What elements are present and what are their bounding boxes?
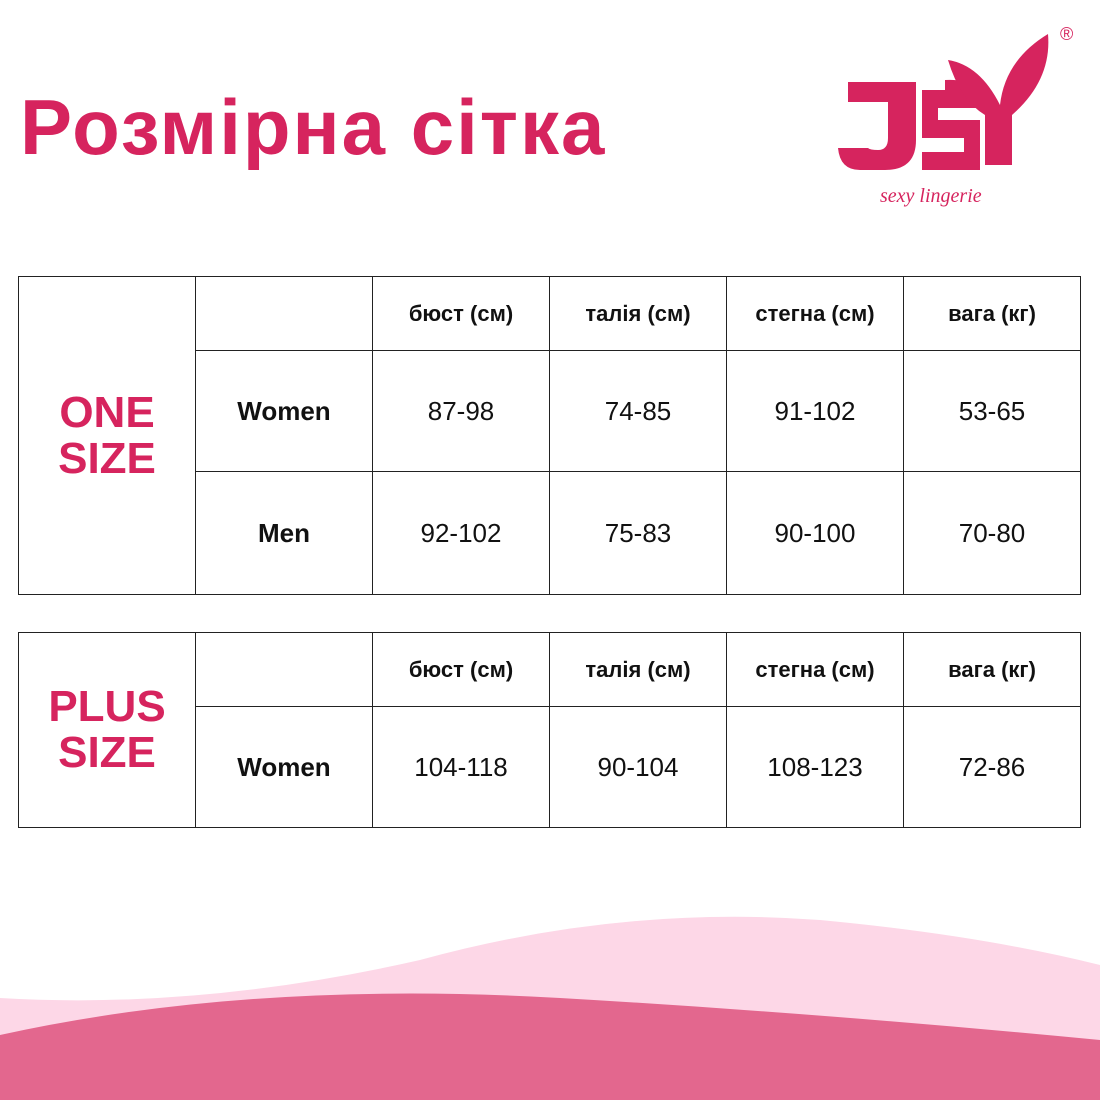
plus-size-table: PLUS SIZE бюст (см) талія (см) стегна (см… (18, 632, 1081, 828)
cell: 87-98 (372, 350, 550, 472)
jsy-logo: ® sexy lingerie (838, 24, 1073, 207)
column-header: вага (кг) (903, 276, 1081, 351)
cell: 72-86 (903, 706, 1081, 828)
column-header: вага (кг) (903, 632, 1081, 707)
cell: 92-102 (372, 471, 550, 595)
svg-text:sexy lingerie: sexy lingerie (880, 185, 982, 207)
page-title: Розмірна сітка (20, 83, 607, 171)
row-label: Men (195, 471, 373, 595)
cell: 104-118 (372, 706, 550, 828)
column-header: бюст (см) (372, 276, 550, 351)
cell: 53-65 (903, 350, 1081, 472)
cell: 108-123 (726, 706, 904, 828)
column-header: стегна (см) (726, 632, 904, 707)
row-label: Women (195, 706, 373, 828)
cell: 75-83 (549, 471, 727, 595)
empty-header-cell (195, 276, 373, 351)
svg-text:®: ® (1060, 24, 1073, 44)
decorative-wave (0, 916, 1100, 1100)
cell: 74-85 (549, 350, 727, 472)
column-header: талія (см) (549, 632, 727, 707)
empty-header-cell (195, 632, 373, 707)
table-row: Women 104-118 90-104 108-123 72-86 (19, 706, 1081, 828)
group-label: ONE SIZE (18, 276, 196, 595)
cell: 91-102 (726, 350, 904, 472)
group-label: PLUS SIZE (18, 632, 196, 828)
table-row: Men 92-102 75-83 90-100 70-80 (19, 471, 1081, 595)
column-header: бюст (см) (372, 632, 550, 707)
cell: 90-104 (549, 706, 727, 828)
row-label: Women (195, 350, 373, 472)
cell: 70-80 (903, 471, 1081, 595)
column-header: стегна (см) (726, 276, 904, 351)
cell: 90-100 (726, 471, 904, 595)
column-header: талія (см) (549, 276, 727, 351)
one-size-table: ONE SIZE бюст (см) талія (см) стегна (см)… (18, 276, 1081, 595)
